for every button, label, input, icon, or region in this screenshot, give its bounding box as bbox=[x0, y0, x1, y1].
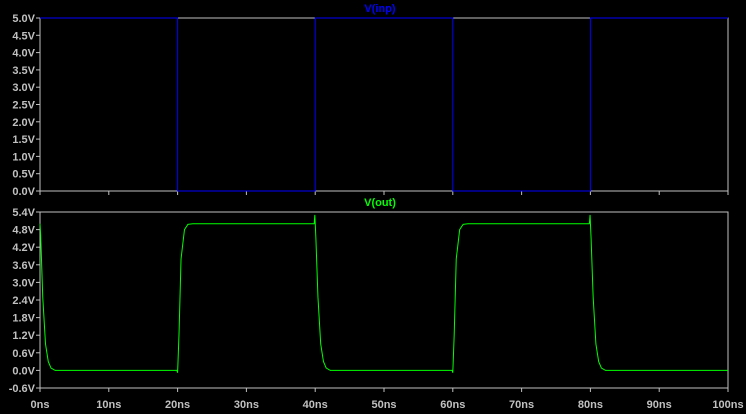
y-tick-label: 1.5V bbox=[12, 134, 35, 146]
y-tick-label: 3.0V bbox=[12, 82, 35, 94]
y-tick-label: 3.6V bbox=[12, 260, 35, 272]
x-tick-label: 30ns bbox=[234, 399, 259, 411]
y-tick-label: 4.2V bbox=[12, 242, 35, 254]
y-tick-label: 4.8V bbox=[12, 225, 35, 237]
y-tick-label: 1.8V bbox=[12, 313, 35, 325]
series-line-v-inp bbox=[40, 17, 728, 192]
y-tick-label: 3.0V bbox=[12, 277, 35, 289]
y-tick-label: 0.6V bbox=[12, 348, 35, 360]
y-tick-label: 0.0V bbox=[12, 365, 35, 377]
plot-frame-1 bbox=[39, 17, 729, 192]
x-tick-label: 20ns bbox=[165, 399, 190, 411]
y-tick-label: 3.5V bbox=[12, 65, 35, 77]
y-tick-label: 4.5V bbox=[12, 30, 35, 42]
x-tick-label: 50ns bbox=[371, 399, 396, 411]
x-tick-label: 70ns bbox=[509, 399, 534, 411]
y-tick-label: -0.6V bbox=[9, 383, 36, 395]
y-tick-label: 5.4V bbox=[12, 207, 35, 219]
y-tick-label: 2.4V bbox=[12, 295, 35, 307]
y-tick-label: 0.0V bbox=[12, 186, 35, 198]
y-tick-label: 4.0V bbox=[12, 48, 35, 60]
series-name-label: V(out) bbox=[364, 197, 396, 209]
y-tick-label: 2.5V bbox=[12, 100, 35, 112]
series-name-label: V(inp) bbox=[364, 3, 395, 15]
y-tick-label: 5.0V bbox=[12, 13, 35, 25]
series-line-v-out bbox=[39, 214, 728, 373]
x-tick-label: 0ns bbox=[31, 399, 50, 411]
x-tick-label: 80ns bbox=[578, 399, 603, 411]
y-tick-label: 2.0V bbox=[12, 117, 35, 129]
x-tick-label: 100ns bbox=[712, 399, 743, 411]
y-tick-label: 1.2V bbox=[12, 330, 35, 342]
y-tick-label: 1.0V bbox=[12, 151, 35, 163]
x-tick-label: 90ns bbox=[647, 399, 672, 411]
x-tick-label: 40ns bbox=[303, 399, 328, 411]
y-tick-label: 0.5V bbox=[12, 169, 35, 181]
x-tick-label: 60ns bbox=[440, 399, 465, 411]
plot-frame-2 bbox=[39, 211, 729, 389]
x-tick-label: 10ns bbox=[96, 399, 121, 411]
